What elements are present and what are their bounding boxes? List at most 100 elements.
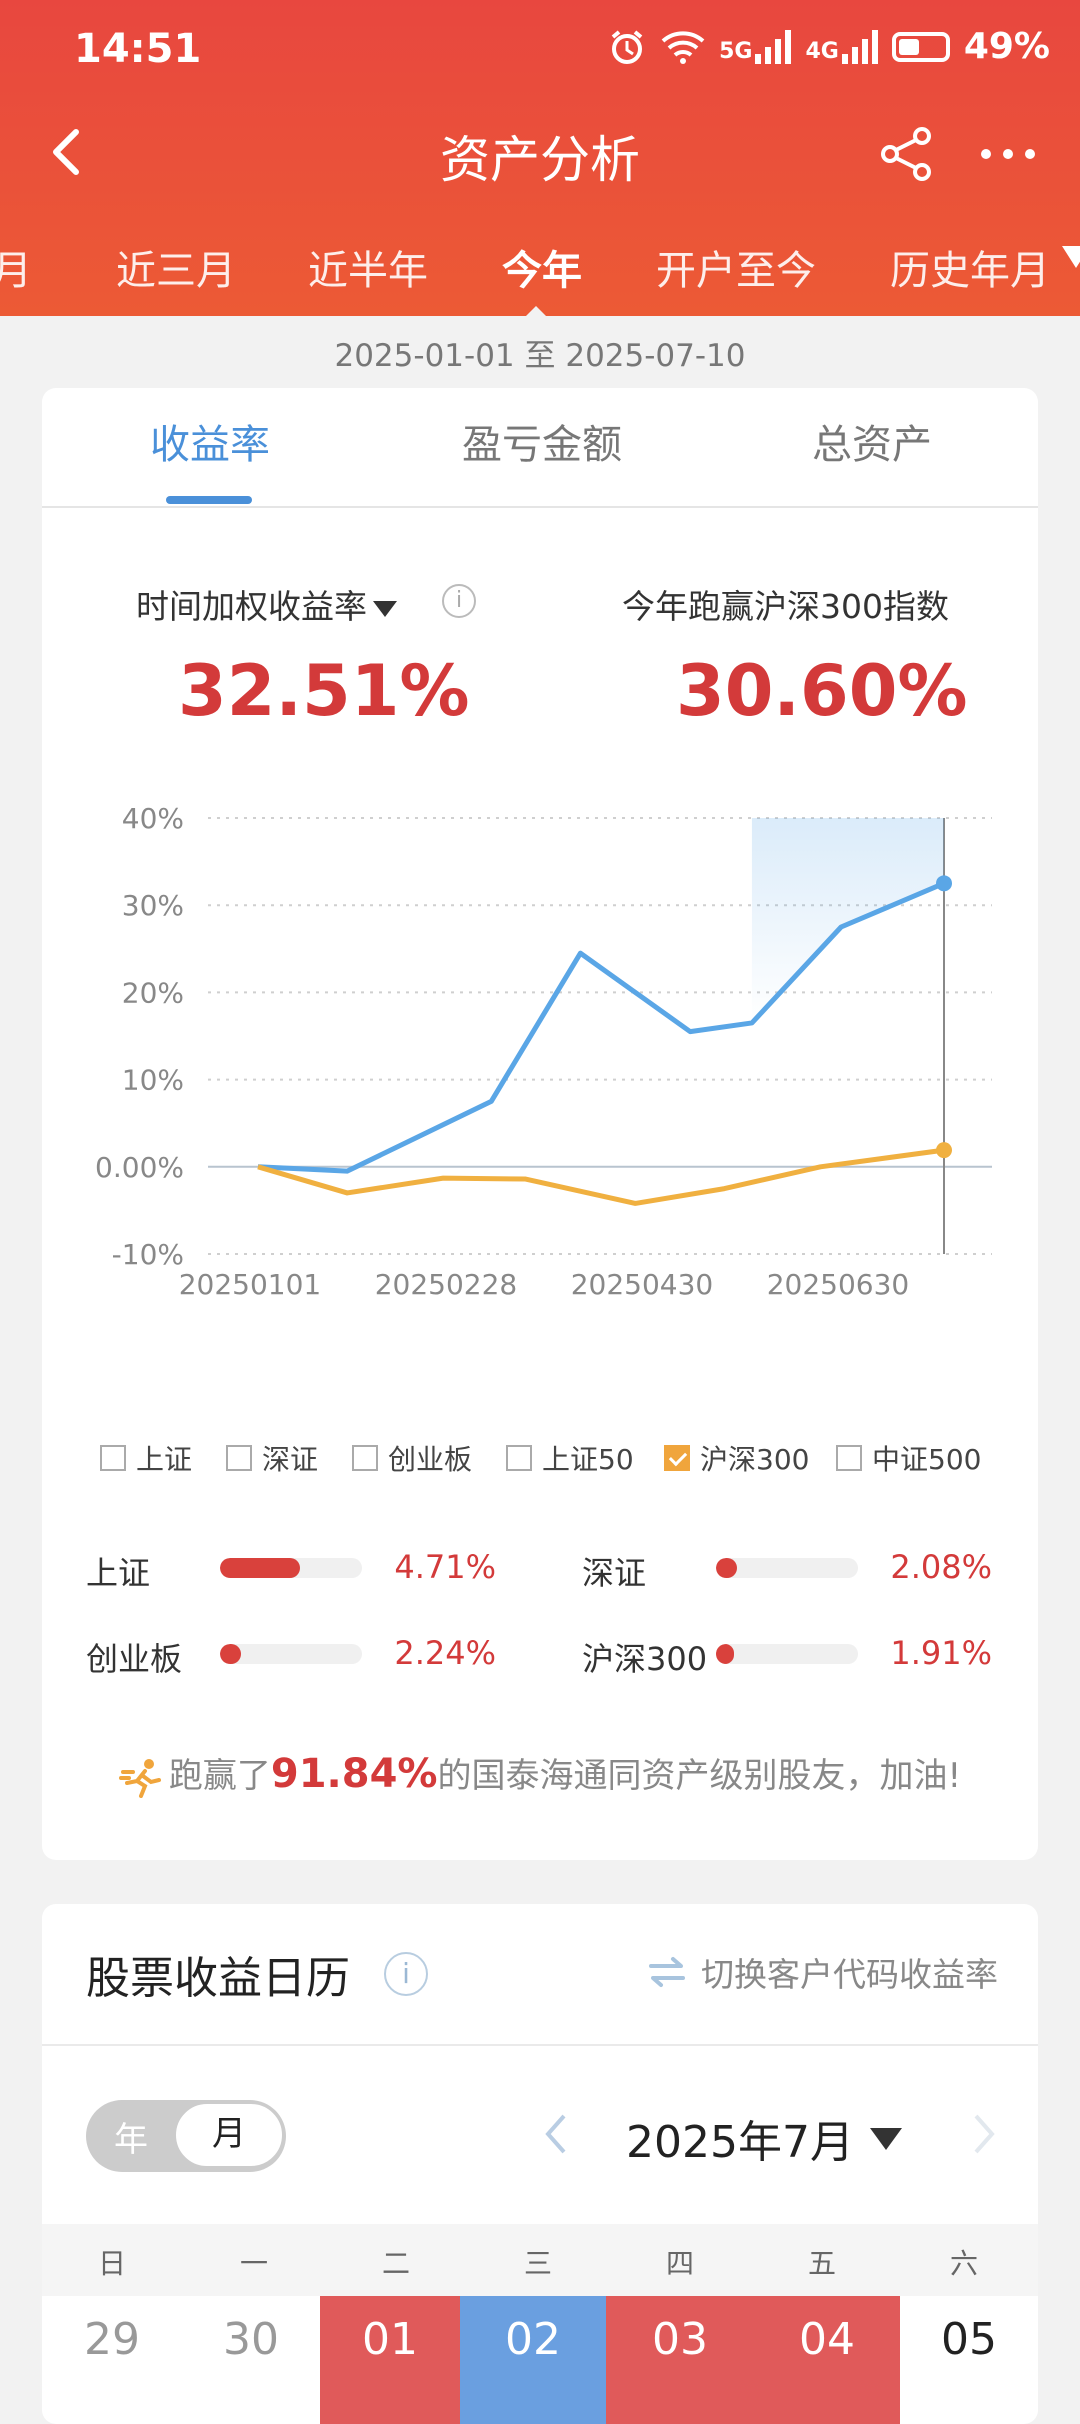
calendar-day[interactable]: 29	[84, 2314, 140, 2365]
checkbox[interactable]	[836, 1445, 862, 1471]
status-time: 14:51	[74, 26, 202, 72]
legend-label: 沪深300	[700, 1443, 810, 1476]
metric-left-value: 32.51%	[178, 650, 470, 732]
toggle-year[interactable]: 年	[114, 2120, 148, 2160]
metric-left-label[interactable]: 时间加权收益率	[136, 580, 397, 628]
series-area	[751, 818, 944, 1023]
tab-month[interactable]: 月	[0, 248, 32, 294]
legend-csi500[interactable]: 中证500	[836, 1438, 981, 1478]
stat-label-shanghai: 上证	[86, 1554, 151, 1592]
beat-message: 跑赢了91.84%的国泰海通同资产级别股友，加油!	[42, 1748, 1038, 1798]
wifi-icon	[661, 30, 705, 64]
day-row: 29 30 01 02 03 04 05	[42, 2296, 1038, 2424]
segment-underline	[166, 496, 252, 504]
series-end-point-portfolio	[936, 875, 952, 892]
month-dropdown-icon[interactable]	[870, 2128, 902, 2150]
stat-bar-fill	[220, 1558, 300, 1578]
switch-label: 切换客户代码收益率	[701, 1955, 998, 1994]
calendar-day[interactable]: 05	[941, 2314, 997, 2365]
legend-sse50[interactable]: 上证50	[506, 1438, 634, 1478]
segment-tabs: 收益率 盈亏金额 总资产	[42, 388, 1038, 508]
x-tick-label: 20250430	[571, 1268, 714, 1301]
tab-half-year[interactable]: 近半年	[308, 248, 428, 294]
calendar-day[interactable]: 03	[606, 2296, 754, 2424]
calendar-info-icon[interactable]: i	[384, 1952, 428, 1996]
toggle-month[interactable]: 月	[174, 2102, 284, 2168]
stat-bar-shenzhen	[716, 1558, 858, 1578]
weekday-row: 日 一 二 三 四 五 六	[42, 2224, 1038, 2296]
tab-since-open[interactable]: 开户至今	[656, 248, 816, 294]
stat-bar-fill	[716, 1644, 735, 1664]
legend-csi300[interactable]: 沪深300	[664, 1438, 809, 1478]
stat-value-csi300: 1.91%	[890, 1634, 992, 1672]
calendar-day[interactable]: 30	[223, 2314, 279, 2365]
legend-shanghai[interactable]: 上证	[100, 1438, 192, 1478]
network-4g-label: 4G	[805, 38, 839, 64]
stat-bar-chinext	[220, 1644, 362, 1664]
segment-pnl-amount[interactable]: 盈亏金额	[462, 422, 622, 468]
tab-history[interactable]: 历史年月	[890, 248, 1050, 294]
next-month-icon[interactable]	[964, 2108, 1004, 2160]
segment-return-rate[interactable]: 收益率	[150, 422, 270, 468]
stat-value-shenzhen: 2.08%	[890, 1548, 992, 1586]
battery-percent: 49%	[963, 26, 1050, 67]
checkbox-checked[interactable]	[664, 1445, 690, 1471]
legend-shenzhen[interactable]: 深证	[226, 1438, 318, 1478]
calendar-day[interactable]: 01	[320, 2296, 460, 2424]
month-label[interactable]: 2025年7月	[626, 2117, 854, 2168]
checkbox[interactable]	[506, 1445, 532, 1471]
calendar-day[interactable]: 02	[460, 2296, 606, 2424]
header: 14:51 5G 4G 49% 资产分析 月 近三月 近半年 今年 开户至今 历…	[0, 0, 1080, 320]
dropdown-icon[interactable]	[373, 600, 397, 617]
y-tick-label: 30%	[122, 889, 184, 922]
checkbox[interactable]	[226, 1445, 252, 1471]
status-bar: 14:51 5G 4G 49%	[0, 0, 1080, 100]
tab-3-months[interactable]: 近三月	[116, 248, 236, 294]
beat-prefix: 跑赢了	[168, 1756, 271, 1796]
return-card: 收益率 盈亏金额 总资产 时间加权收益率 i 32.51% 今年跑赢沪深300指…	[42, 388, 1038, 1860]
y-tick-label: 20%	[122, 976, 184, 1009]
calendar-day[interactable]: 04	[754, 2296, 900, 2424]
series-line-portfolio	[257, 881, 945, 1174]
switch-customer-code[interactable]: 切换客户代码收益率	[647, 1948, 998, 1996]
checkbox[interactable]	[100, 1445, 126, 1471]
weekday: 二	[381, 2247, 410, 2280]
swap-icon	[649, 1957, 685, 1987]
stat-value-chinext: 2.24%	[394, 1634, 496, 1672]
legend-label: 上证50	[542, 1443, 634, 1476]
weekday: 日	[97, 2247, 126, 2280]
return-chart: 40% 30% 20% 10% 0.00% -10%20250101 20250228 202…	[95, 802, 992, 1301]
network-5g-icon: 5G	[719, 29, 792, 64]
more-icon[interactable]	[976, 122, 1040, 186]
stat-label-chinext: 创业板	[86, 1640, 183, 1678]
calendar-title: 股票收益日历	[86, 1953, 350, 2004]
segment-total-assets[interactable]: 总资产	[812, 422, 932, 468]
series-line-csi300	[257, 1147, 945, 1206]
stat-value-shanghai: 4.71%	[394, 1548, 496, 1586]
weekday: 五	[807, 2247, 836, 2280]
y-tick-label: 10%	[122, 1064, 184, 1097]
stat-bar-shanghai	[220, 1558, 362, 1578]
period-tabs: 月 近三月 近半年 今年 开户至今 历史年月	[0, 216, 1080, 320]
share-icon[interactable]	[874, 122, 938, 186]
network-4g-icon: 4G	[805, 29, 878, 64]
chart-legend: 上证 深证 创业板 上证50 沪深300 中证500	[42, 1438, 1038, 1498]
stat-label-shenzhen: 深证	[582, 1554, 647, 1592]
checkbox[interactable]	[352, 1445, 378, 1471]
back-icon[interactable]	[38, 122, 98, 182]
y-tick-label: -10%	[112, 1238, 184, 1271]
legend-chinext[interactable]: 创业板	[352, 1438, 472, 1478]
tab-this-year[interactable]: 今年	[502, 248, 582, 294]
runner-icon	[118, 1758, 161, 1798]
network-5g-label: 5G	[719, 38, 753, 64]
weekday: 一	[239, 2247, 268, 2280]
x-tick-label: 20250228	[375, 1268, 518, 1301]
calendar-header: 股票收益日历 i 切换客户代码收益率	[42, 1904, 1038, 2046]
profit-calendar-card: 股票收益日历 i 切换客户代码收益率 年 月 2025年7月 日 一 二 三 四…	[42, 1904, 1038, 2424]
month-navigator: 2025年7月	[42, 2100, 1038, 2172]
history-dropdown-icon[interactable]	[1062, 246, 1080, 268]
prev-month-icon[interactable]	[536, 2108, 576, 2160]
info-icon[interactable]: i	[442, 584, 476, 618]
stat-bar-fill	[716, 1558, 738, 1578]
year-month-toggle[interactable]: 年 月	[86, 2100, 286, 2172]
